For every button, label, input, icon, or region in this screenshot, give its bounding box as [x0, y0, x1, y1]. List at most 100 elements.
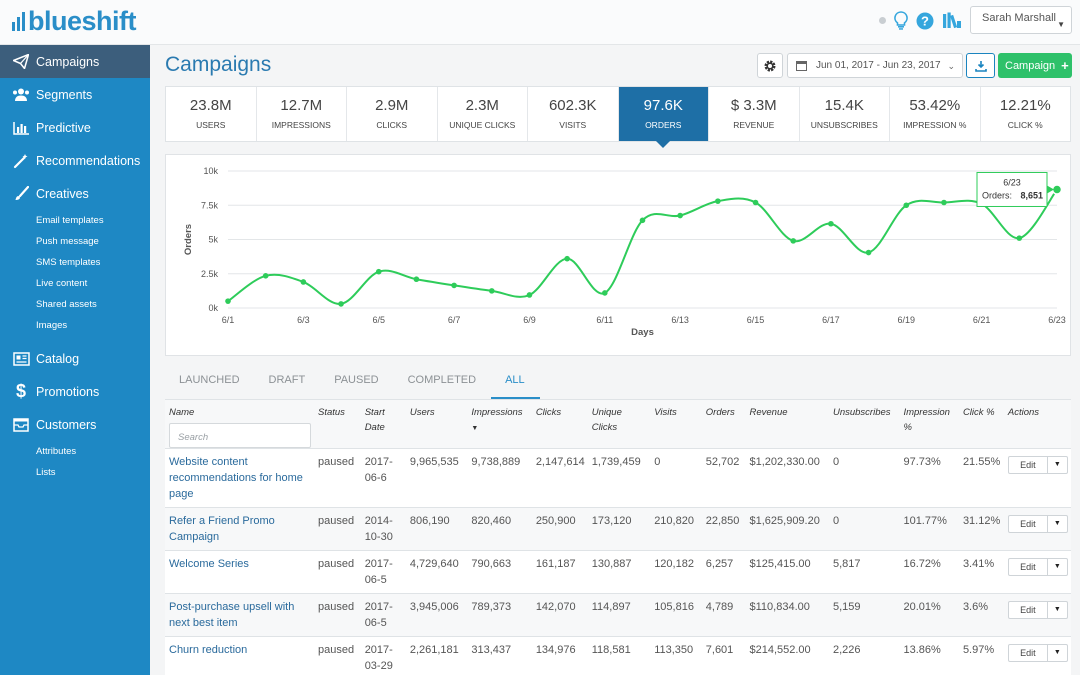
- sidebar-item-customers[interactable]: Customers: [0, 408, 150, 441]
- sidebar-subitem-push-message[interactable]: Push message: [36, 236, 99, 247]
- cell-name[interactable]: Post-purchase upsell with next best item: [165, 593, 314, 637]
- data-point[interactable]: [903, 202, 910, 209]
- sidebar-item-label: Catalog: [36, 351, 80, 366]
- stat-impressions[interactable]: 12.7M IMPRESSIONS: [257, 87, 347, 141]
- edit-button[interactable]: Edit: [1009, 559, 1048, 575]
- data-point[interactable]: [526, 292, 533, 298]
- data-point[interactable]: [752, 199, 759, 206]
- orders-line-chart[interactable]: 0k 2.5k 5k 7.5k 10k 6/1 6/3 6/5 6/7 6/9 6/11 6/13 6/…: [166, 155, 1070, 355]
- col-header-name[interactable]: Name Search: [165, 400, 314, 449]
- stat-revenue[interactable]: $ 3.3M REVENUE: [709, 87, 800, 141]
- sidebar-item-promotions[interactable]: $ Promotions: [0, 375, 150, 408]
- col-header-start-date[interactable]: Start Date: [360, 400, 406, 449]
- sidebar-item-campaigns[interactable]: Campaigns: [0, 45, 150, 78]
- data-point[interactable]: [602, 290, 608, 296]
- sidebar-item-catalog[interactable]: Catalog: [0, 342, 150, 375]
- settings-button[interactable]: [757, 53, 783, 78]
- stat-impression-pct[interactable]: 53.42% IMPRESSION %: [890, 87, 981, 141]
- tab-all[interactable]: ALL: [491, 365, 540, 399]
- data-point[interactable]: [262, 273, 269, 279]
- download-button[interactable]: [966, 53, 995, 78]
- sidebar-subitem-live-content[interactable]: Live content: [36, 278, 88, 289]
- data-point[interactable]: [488, 288, 495, 294]
- sidebar-subitem-shared-assets[interactable]: Shared assets: [36, 299, 97, 310]
- data-point[interactable]: [338, 301, 344, 307]
- sidebar-item-segments[interactable]: Segments: [0, 78, 150, 111]
- stat-visits[interactable]: 602.3K VISITS: [528, 87, 619, 141]
- col-header-orders[interactable]: Orders: [701, 400, 746, 449]
- sidebar-subitem-sms-templates[interactable]: SMS templates: [36, 257, 101, 268]
- edit-button[interactable]: Edit: [1009, 516, 1048, 532]
- data-point[interactable]: [639, 217, 646, 224]
- data-point[interactable]: [375, 268, 382, 275]
- stat-unique-clicks[interactable]: 2.3M UNIQUE CLICKS: [438, 87, 528, 141]
- tab-paused[interactable]: PAUSED: [334, 374, 379, 386]
- data-point[interactable]: [225, 298, 231, 304]
- data-point[interactable]: [451, 282, 457, 289]
- caret-down-icon[interactable]: ▼: [1053, 563, 1061, 570]
- tab-draft[interactable]: DRAFT: [268, 374, 306, 386]
- caret-down-icon[interactable]: ▼: [1053, 520, 1061, 527]
- stat-click-pct[interactable]: 12.21% CLICK %: [981, 87, 1071, 141]
- search-input[interactable]: Search: [169, 423, 311, 448]
- col-header-revenue[interactable]: Revenue: [745, 400, 829, 449]
- data-point[interactable]: [564, 255, 570, 262]
- date-range-text: Jun 01, 2017 - Jun 23, 2017: [816, 60, 941, 71]
- col-header-status[interactable]: Status: [314, 400, 361, 449]
- data-point[interactable]: [413, 276, 420, 283]
- tab-completed[interactable]: COMPLETED: [407, 374, 477, 386]
- data-point[interactable]: [790, 238, 797, 244]
- orders-series-line: [227, 188, 1058, 305]
- col-header-clicks[interactable]: Clicks: [531, 400, 588, 449]
- col-header-impression-pct[interactable]: Impression %: [899, 400, 959, 449]
- sidebar-item-recommendations[interactable]: Recommendations: [0, 144, 150, 177]
- data-point[interactable]: [941, 199, 947, 206]
- top-bar: blueshift ? Sarah Marshall ▼: [0, 0, 1080, 45]
- data-point[interactable]: [828, 220, 834, 227]
- cell-impressions: 9,738,889: [467, 448, 532, 508]
- sidebar-subitem-email-templates[interactable]: Email templates: [36, 215, 104, 226]
- stat-orders[interactable]: 97.6K ORDERS: [618, 87, 709, 148]
- stat-clicks[interactable]: 2.9M CLICKS: [347, 87, 438, 141]
- edit-button[interactable]: Edit: [1009, 457, 1048, 473]
- caret-down-icon[interactable]: ▼: [1053, 461, 1061, 468]
- data-point[interactable]: [715, 198, 721, 204]
- data-point[interactable]: [1016, 235, 1023, 241]
- blueshift-logo[interactable]: blueshift: [12, 6, 137, 36]
- user-menu-button[interactable]: Sarah Marshall ▼: [970, 6, 1072, 34]
- cell-name[interactable]: Churn reduction: [165, 636, 314, 675]
- data-point[interactable]: [865, 249, 872, 256]
- sidebar-subitem-attributes[interactable]: Attributes: [36, 446, 77, 457]
- lightbulb-icon[interactable]: [894, 11, 908, 30]
- caret-down-icon[interactable]: ▼: [1053, 606, 1061, 613]
- col-header-users[interactable]: Users: [405, 400, 468, 449]
- sidebar-subitem-lists[interactable]: Lists: [36, 467, 56, 478]
- data-point[interactable]: [300, 279, 307, 285]
- stat-unsubscribes[interactable]: 15.4K UNSUBSCRIBES: [800, 87, 890, 141]
- x-tick-label: 6/15: [747, 315, 765, 325]
- sidebar-subitem-images[interactable]: Images: [36, 320, 68, 331]
- cell-impressions: 820,460: [467, 507, 532, 551]
- cell-name[interactable]: Welcome Series: [165, 550, 314, 594]
- tooltip-box: [976, 171, 1048, 207]
- cell-actions: Edit ▼: [1003, 550, 1071, 594]
- cell-name[interactable]: Website content recommendations for home…: [165, 448, 314, 508]
- data-point[interactable]: [677, 212, 683, 219]
- help-icon[interactable]: ?: [916, 12, 934, 30]
- col-header-click-pct[interactable]: Click %: [958, 400, 1004, 449]
- col-header-visits[interactable]: Visits: [650, 400, 702, 449]
- date-range-picker[interactable]: Jun 01, 2017 - Jun 23, 2017 ⌄: [787, 53, 963, 78]
- sidebar-item-creatives[interactable]: Creatives: [0, 177, 150, 210]
- caret-down-icon[interactable]: ▼: [1053, 649, 1061, 656]
- col-header-impressions[interactable]: Impressions ▼: [467, 400, 532, 449]
- library-icon[interactable]: [942, 12, 962, 29]
- col-header-unsubscribes[interactable]: Unsubscribes: [828, 400, 900, 449]
- sidebar-item-predictive[interactable]: Predictive: [0, 111, 150, 144]
- cell-name[interactable]: Refer a Friend Promo Campaign: [165, 507, 314, 551]
- edit-button[interactable]: Edit: [1009, 645, 1048, 661]
- edit-button[interactable]: Edit: [1009, 602, 1048, 618]
- tab-launched[interactable]: LAUNCHED: [179, 374, 240, 386]
- stat-users[interactable]: 23.8M USERS: [166, 87, 257, 141]
- col-header-unique-clicks[interactable]: Unique Clicks: [587, 400, 651, 449]
- new-campaign-button[interactable]: Campaign +: [998, 53, 1072, 78]
